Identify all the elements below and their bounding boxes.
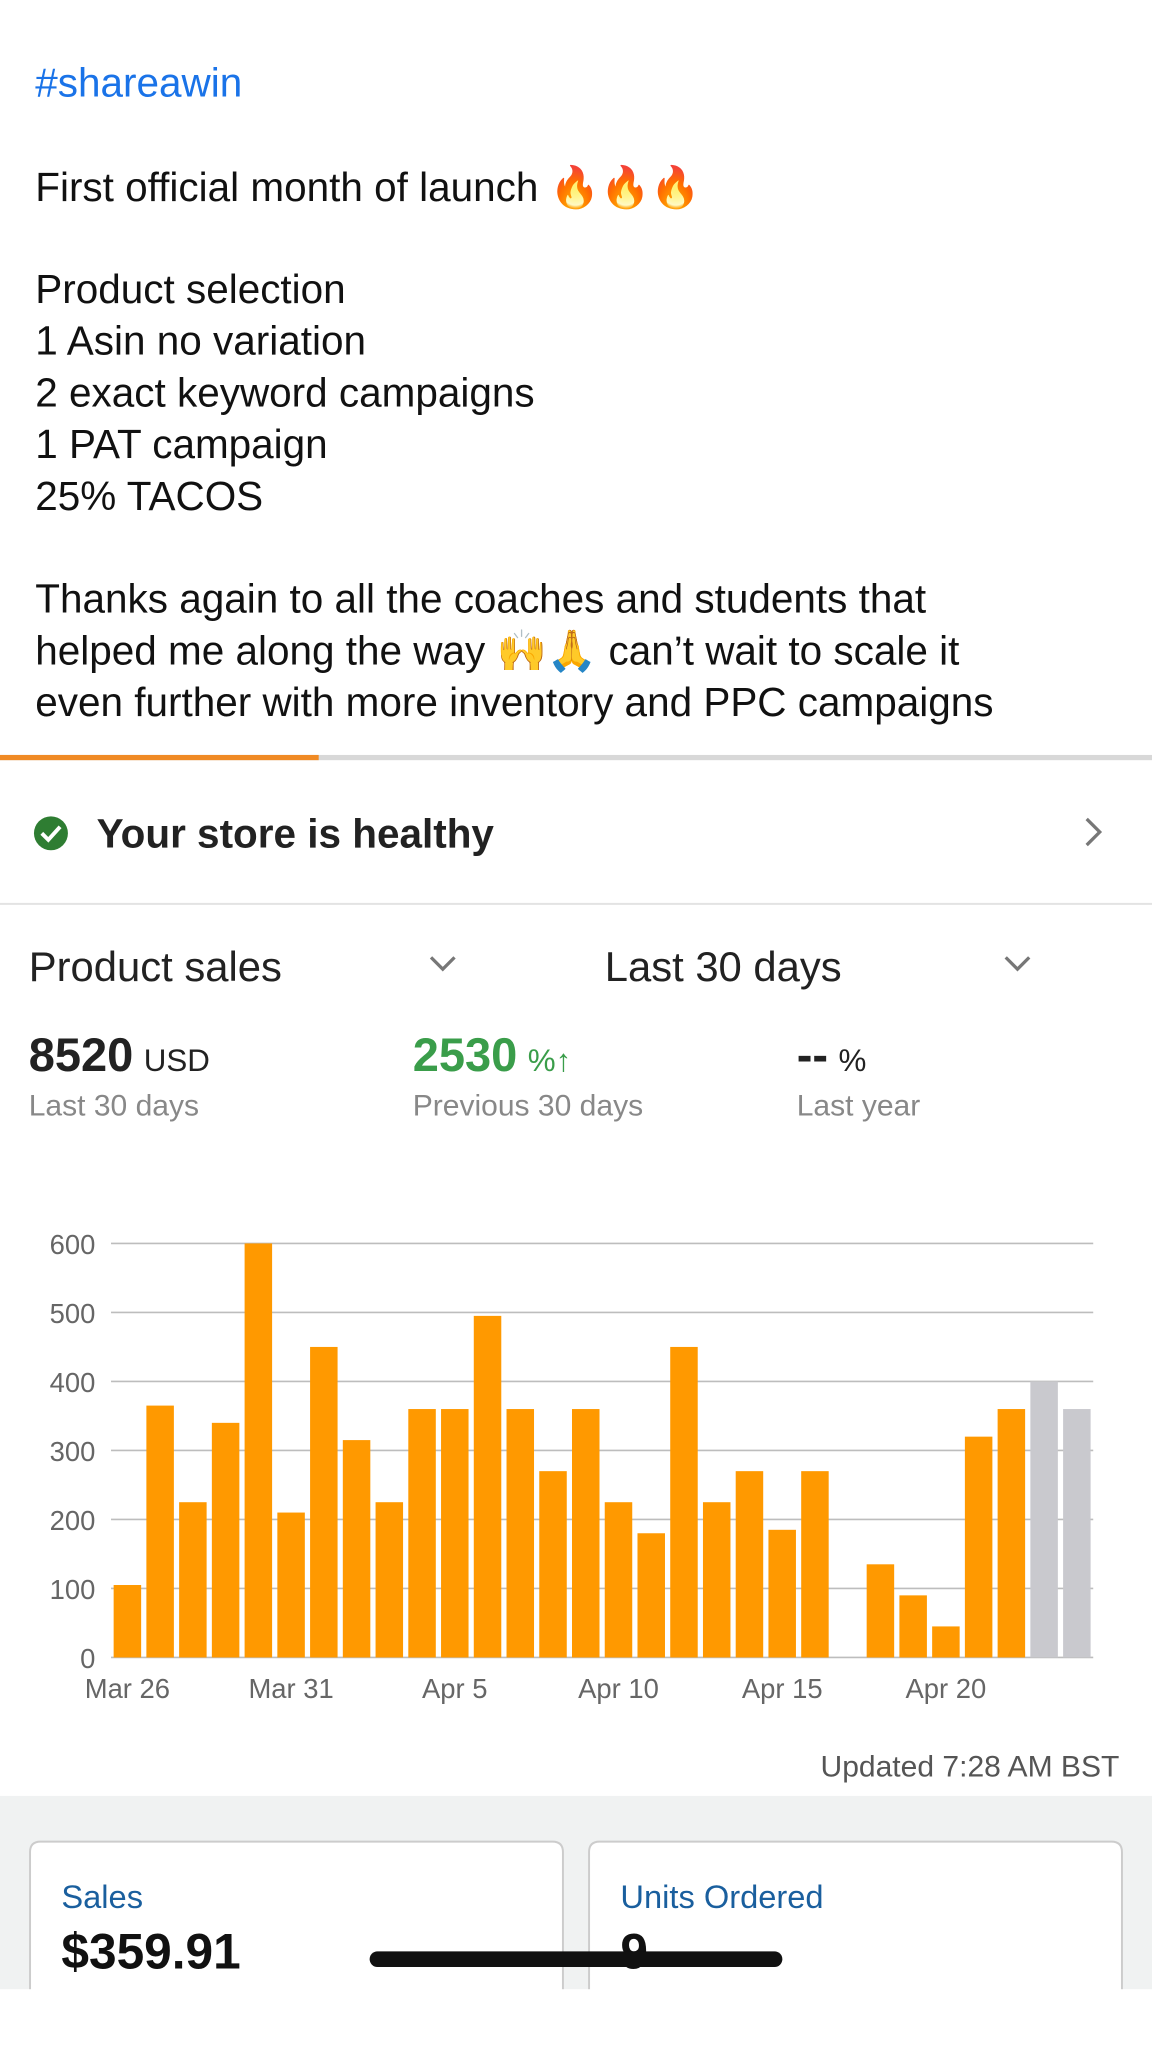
card-label: Sales xyxy=(61,1878,143,1915)
chevron-right xyxy=(1085,817,1103,847)
bar xyxy=(310,1346,338,1658)
metric-unit: % xyxy=(839,1043,867,1078)
y-tick-label: 0 xyxy=(80,1643,95,1674)
post-line: 1 Asin no variation xyxy=(35,318,366,364)
status-text: Your store is healthy xyxy=(97,811,495,857)
chart: 0 100 200 300 400 500 600 Mar 26 Mar 31 Apr 5 Apr … xyxy=(50,1229,1094,1704)
card-value: $359.91 xyxy=(61,1923,240,1979)
metric-value: --% xyxy=(797,1028,867,1081)
x-tick-label: Mar 31 xyxy=(248,1673,333,1704)
selector-label: Last 30 days xyxy=(605,943,842,990)
bar xyxy=(866,1564,895,1658)
selector-label: Product sales xyxy=(29,943,282,990)
bar xyxy=(964,1436,993,1658)
check-mark xyxy=(40,825,62,843)
bar xyxy=(899,1595,927,1658)
metric-caption: Previous 30 days xyxy=(413,1089,643,1122)
metrics: 8520 USD Last 30 days 2530 %↑ Previous 30 day… xyxy=(29,1028,921,1122)
y-tick-label: 400 xyxy=(50,1367,96,1398)
chevron-down xyxy=(429,956,456,972)
bar xyxy=(637,1533,665,1658)
metric-number: 8520 xyxy=(29,1028,134,1081)
metric-number: 2530 xyxy=(413,1028,518,1081)
bar xyxy=(211,1422,240,1658)
bar xyxy=(342,1440,371,1658)
bar xyxy=(670,1346,698,1658)
metric-unit: %↑ xyxy=(528,1043,572,1078)
metric-card[interactable]: Units Ordered 9 xyxy=(588,1840,1123,1999)
x-tick-label: Apr 20 xyxy=(906,1673,987,1704)
metric-value: 8520 USD xyxy=(29,1028,210,1081)
bar xyxy=(473,1315,502,1658)
y-tick-label: 300 xyxy=(50,1436,96,1467)
metric-caption: Last 30 days xyxy=(29,1089,199,1122)
bar xyxy=(244,1243,273,1658)
post-line: 1 PAT campaign xyxy=(35,421,327,467)
bar xyxy=(572,1409,600,1658)
post-line: helped me along the way 🙌🙏 can’t wait to… xyxy=(35,627,959,673)
x-tick-label: Apr 15 xyxy=(742,1673,823,1704)
bottom-mask xyxy=(0,1989,1152,2048)
bar xyxy=(1063,1409,1091,1658)
post-line: Thanks again to all the coaches and stud… xyxy=(35,576,926,622)
metric-value: 2530 %↑ xyxy=(413,1028,572,1081)
bar xyxy=(179,1502,207,1658)
y-tick-label: 100 xyxy=(50,1574,96,1605)
bar xyxy=(441,1409,469,1658)
bar xyxy=(801,1471,829,1658)
check-icon xyxy=(33,816,68,851)
metric-unit: USD xyxy=(144,1043,210,1078)
y-tick-label: 500 xyxy=(50,1298,96,1329)
post-line: Product selection xyxy=(35,266,345,312)
bar xyxy=(539,1471,567,1658)
chevron-down xyxy=(1004,956,1031,972)
card-frame xyxy=(588,1840,1123,1999)
card-value: 9 xyxy=(620,1923,648,1979)
bar xyxy=(146,1405,174,1658)
status-row[interactable]: Your store is healthy xyxy=(33,811,1103,857)
post-headline: First official month of launch 🔥🔥🔥 xyxy=(35,164,701,210)
bar xyxy=(277,1512,305,1658)
period-selector[interactable]: Last 30 days xyxy=(605,943,1031,990)
bar xyxy=(113,1585,142,1658)
bar xyxy=(768,1529,796,1658)
progress-fill xyxy=(0,754,319,761)
post-line: even further with more inventory and PPC… xyxy=(35,679,993,725)
bar xyxy=(1030,1381,1058,1658)
hashtag[interactable]: #shareawin xyxy=(35,60,242,106)
x-tick-label: Apr 10 xyxy=(578,1673,659,1704)
bar xyxy=(408,1409,436,1658)
bar xyxy=(735,1471,764,1658)
post-line: 25% TACOS xyxy=(35,473,263,519)
post-details: Product selection 1 Asin no variation 2 ex… xyxy=(35,266,534,519)
bar xyxy=(932,1626,960,1658)
progress-track xyxy=(0,754,1152,761)
x-tick-label: Mar 26 xyxy=(85,1673,170,1704)
bar xyxy=(604,1502,633,1658)
y-tick-label: 200 xyxy=(50,1505,96,1536)
x-tick-label: Apr 5 xyxy=(422,1673,488,1704)
metric-caption: Last year xyxy=(797,1089,921,1122)
metric-card[interactable]: Sales $359.91 xyxy=(29,1840,564,1999)
y-tick-label: 600 xyxy=(50,1229,96,1260)
card-label: Units Ordered xyxy=(620,1878,823,1915)
bar xyxy=(702,1502,731,1658)
post-thanks: Thanks again to all the coaches and stud… xyxy=(35,576,993,725)
home-indicator xyxy=(369,1951,783,1968)
metric-selector[interactable]: Product sales xyxy=(29,943,456,990)
bar xyxy=(506,1409,535,1658)
post-line: 2 exact keyword campaigns xyxy=(35,369,534,415)
updated-time: Updated 7:28 AM BST xyxy=(821,1750,1120,1783)
metric-number: -- xyxy=(797,1028,828,1081)
bar xyxy=(375,1502,404,1658)
bar xyxy=(997,1409,1026,1658)
